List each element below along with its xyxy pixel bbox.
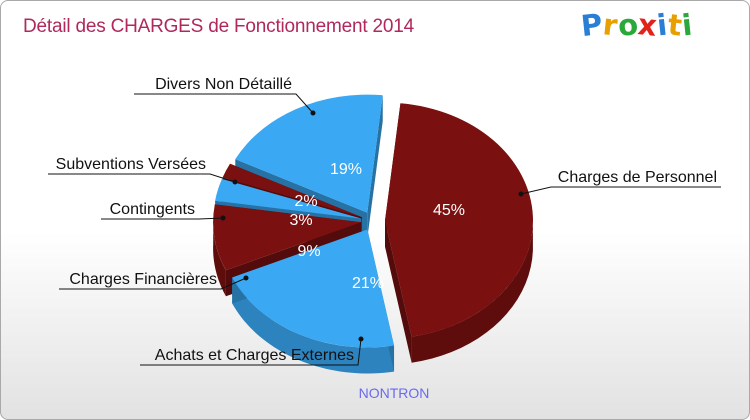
pie-slice <box>235 94 383 213</box>
slice-label: Contingents <box>110 201 195 218</box>
slice-label: Charges de Personnel <box>558 169 717 186</box>
slice-percent: 3% <box>289 212 312 229</box>
slice-label: Subventions Versées <box>56 156 206 173</box>
leader-line <box>48 173 236 183</box>
slice-percent: 19% <box>330 161 362 178</box>
location-label: NONTRON <box>358 385 430 401</box>
leader-tip <box>358 336 364 342</box>
pie-slice <box>213 204 362 271</box>
pie-slice <box>222 163 362 218</box>
leader-tip <box>243 275 249 281</box>
pie-slice <box>232 229 395 348</box>
leader-line <box>520 186 721 195</box>
leader-tip <box>518 191 524 197</box>
leader-line <box>59 277 247 290</box>
leader-line <box>140 338 362 366</box>
slice-side-wall <box>232 277 395 374</box>
slice-side-wall <box>213 217 226 297</box>
leader-line <box>101 217 224 220</box>
slice-label: Charges Financières <box>69 271 217 288</box>
slice-side-wall <box>411 216 533 363</box>
chart-title: Détail des CHARGES de Fonctionnement 201… <box>23 16 415 37</box>
pie-slice <box>384 103 533 337</box>
leader-tip <box>310 110 316 116</box>
leader-line <box>134 93 314 114</box>
leader-tip <box>220 215 226 221</box>
slice-percent: 45% <box>433 202 465 219</box>
slice-label: Divers Non Détaillé <box>155 76 292 93</box>
slice-label: Achats et Charges Externes <box>155 347 354 364</box>
pie-slice <box>215 178 362 219</box>
slice-percent: 2% <box>294 193 317 210</box>
leader-tip <box>232 179 238 185</box>
slice-percent: 9% <box>297 243 320 260</box>
slice-radial-wall <box>384 220 412 363</box>
slice-radial-wall <box>367 95 383 239</box>
slice-percent: 21% <box>352 275 384 292</box>
